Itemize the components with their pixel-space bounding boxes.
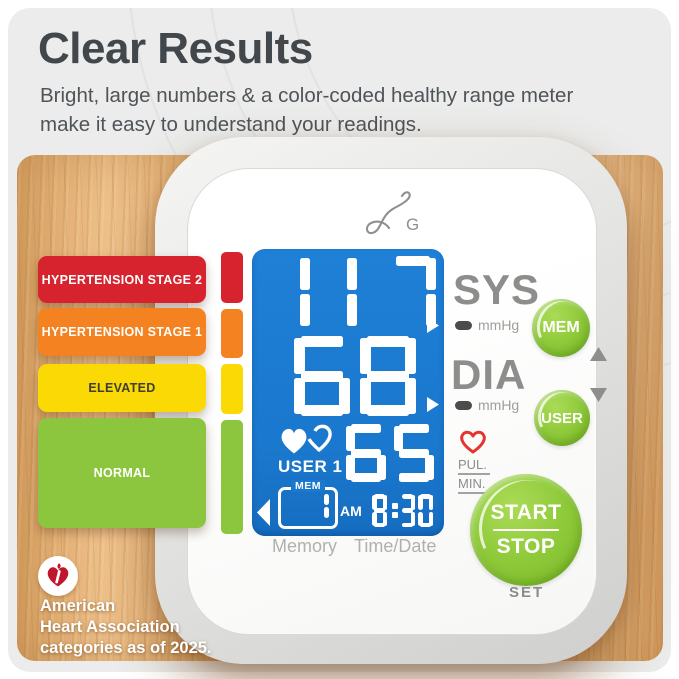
aha-footnote: American Heart Association categories as… — [40, 596, 212, 659]
lcd-memory-value — [324, 493, 329, 519]
aha-footnote-line: American — [40, 597, 116, 615]
memory-count-box: MEM — [278, 480, 338, 529]
lcd-user-label: USER 1 — [278, 457, 343, 476]
mmhg-pill-icon — [455, 400, 472, 410]
brand-logo-icon: G — [365, 191, 419, 235]
time-date-label: Time/Date — [354, 536, 437, 556]
page-title: Clear Results — [38, 24, 313, 73]
device-range-strip-red — [221, 252, 243, 303]
min-label: MIN. — [458, 477, 490, 494]
sys-mmhg-row: mmHg — [455, 317, 519, 333]
meter-bar-hypertension-1: HYPERTENSION STAGE 1 — [38, 308, 206, 356]
lcd-pulse-value — [346, 424, 434, 482]
aha-footnote-line: categories as of 2025. — [40, 639, 212, 658]
lcd-ampm-label: AM — [340, 503, 362, 519]
meter-bar-elevated: ELEVATED — [38, 364, 206, 412]
device-range-strip-orange — [221, 309, 243, 358]
mem-button[interactable]: MEM — [532, 299, 590, 357]
lcd-time-value — [372, 494, 433, 527]
user-button[interactable]: USER — [534, 390, 590, 446]
dia-mmhg-row: mmHg — [455, 397, 519, 413]
set-label: SET — [509, 584, 545, 601]
lcd-display: USER 1 MEM AM — [252, 249, 444, 536]
memory-arrow-icon — [257, 499, 270, 526]
pul-label: PUL. — [458, 458, 490, 475]
meter-bar-hypertension-2: HYPERTENSION STAGE 2 — [38, 256, 206, 303]
mem-button-label: MEM — [542, 319, 580, 336]
pulse-per-minute-label: PUL. MIN. — [458, 458, 490, 496]
device-range-strip-green — [221, 420, 243, 534]
dia-label: DIA — [451, 351, 527, 398]
start-label: START — [490, 500, 562, 524]
device-range-strip-yellow — [221, 364, 243, 414]
mmhg-label: mmHg — [478, 317, 520, 333]
sys-label: SYS — [453, 266, 541, 313]
lcd-sys-value — [296, 256, 436, 328]
memory-label: Memory — [272, 536, 338, 556]
mmhg-label: mmHg — [478, 397, 520, 413]
lcd-dia-value — [294, 336, 416, 416]
stop-label: STOP — [496, 535, 556, 559]
aha-footnote-line: Heart Association — [40, 618, 180, 637]
mem-tag-label: MEM — [291, 480, 325, 492]
mmhg-pill-icon — [455, 320, 472, 330]
start-stop-button[interactable]: START STOP — [470, 474, 582, 586]
meter-bar-normal: NORMAL — [38, 418, 206, 528]
aha-logo-icon — [38, 556, 78, 596]
page-subtitle: Bright, large numbers & a color-coded he… — [40, 84, 574, 136]
button-divider — [493, 528, 559, 532]
dia-pointer-icon — [427, 397, 439, 412]
double-heart-icon — [280, 424, 332, 455]
svg-text:G: G — [406, 215, 419, 234]
pulse-heart-icon — [460, 430, 486, 454]
user-button-label: USER — [541, 409, 583, 427]
